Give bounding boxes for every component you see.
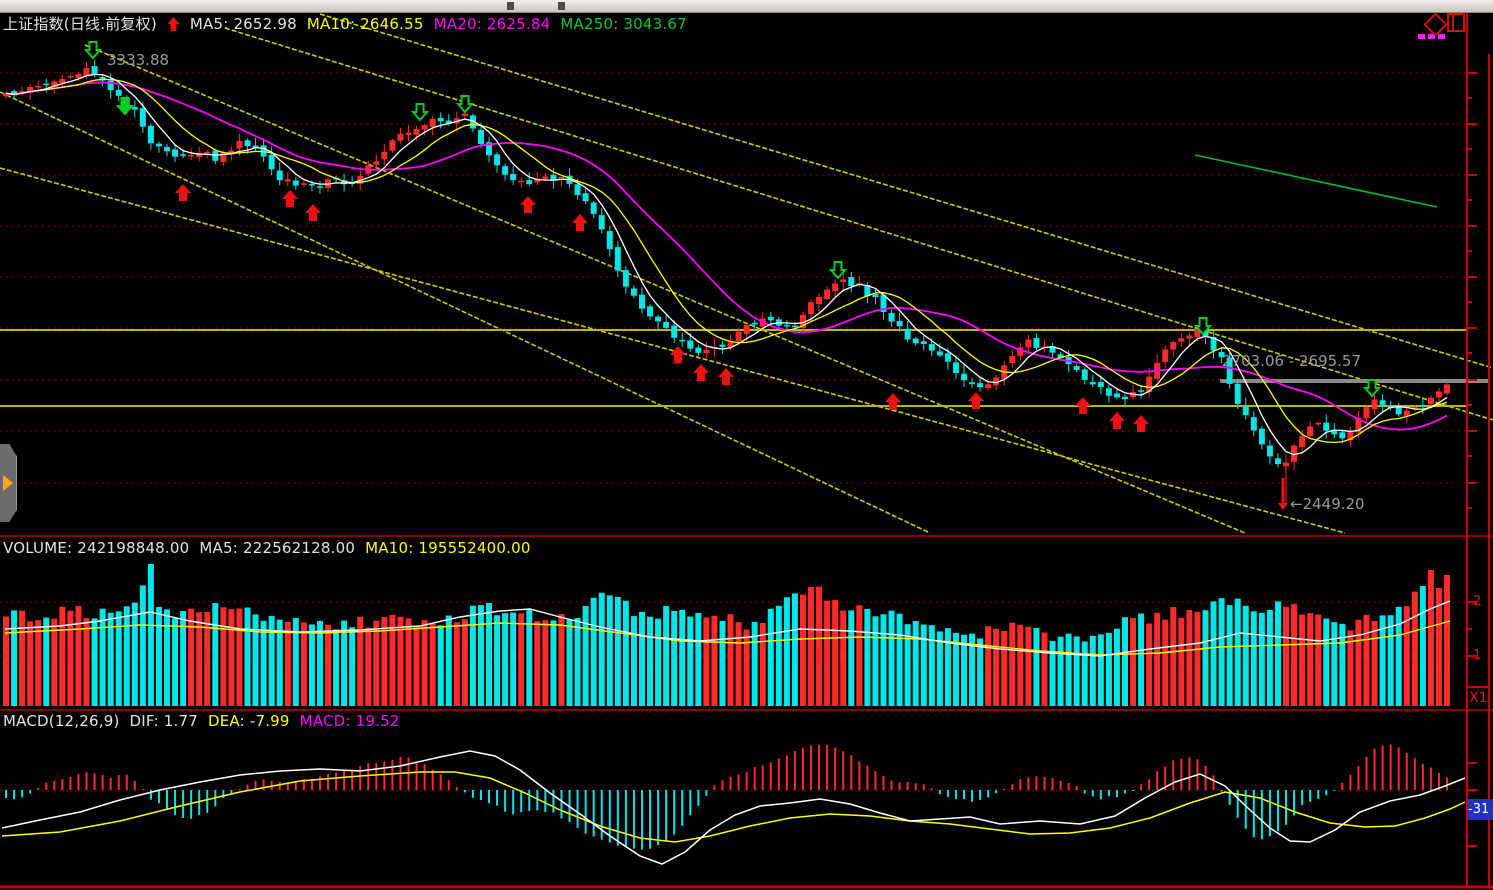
ma10-readout: MA10: 2646.55 [306, 14, 424, 33]
price-band-annotation: 2703.06 - 2695.57 [1222, 352, 1362, 370]
ma250-readout: MA250: 3043.67 [560, 14, 687, 33]
volume-axis-tick-label: 2 [1473, 594, 1482, 609]
up-arrow-icon [167, 16, 180, 32]
volume-ma10-readout: MA10: 195552400.00 [365, 539, 531, 557]
macd-readout: MACD: 19.52 [299, 712, 400, 730]
split-window-icon[interactable] [1447, 13, 1465, 32]
volume-ma5-readout: MA5: 222562128.00 [199, 539, 356, 557]
main-indicator-header: 上证指数(日线.前复权) MA5: 2652.98 MA10: 2646.55 … [3, 13, 687, 34]
sidebar-expand-handle[interactable] [0, 444, 17, 522]
macd-value-badge: -31 [1468, 799, 1493, 820]
high-price-annotation: 3333.88 [107, 51, 170, 69]
macd-indicator-header: MACD(12,26,9) DIF: 1.77 DEA: -7.99 MACD:… [3, 712, 400, 730]
ma5-readout: MA5: 2652.98 [189, 14, 297, 33]
expand-arrow-icon [3, 475, 13, 491]
volume-indicator-header: VOLUME: 242198848.00 MA5: 222562128.00 M… [3, 539, 531, 557]
dea-readout: DEA: -7.99 [208, 712, 290, 730]
ma20-readout: MA20: 2625.84 [433, 14, 551, 33]
dif-readout: DIF: 1.77 [129, 712, 198, 730]
titlebar-notch [507, 2, 514, 10]
volume-axis-tick-label: 1 [1473, 648, 1482, 663]
dots-menu-icon[interactable] [1418, 34, 1445, 39]
volume-scale-label: X1 [1469, 690, 1488, 706]
low-price-annotation: ←2449.20 [1290, 495, 1365, 513]
symbol-title: 上证指数(日线.前复权) [3, 15, 157, 33]
volume-readout: VOLUME: 242198848.00 [3, 539, 190, 557]
window-titlebar [0, 0, 1493, 13]
titlebar-notch [558, 2, 565, 10]
macd-name: MACD(12,26,9) [3, 712, 120, 730]
